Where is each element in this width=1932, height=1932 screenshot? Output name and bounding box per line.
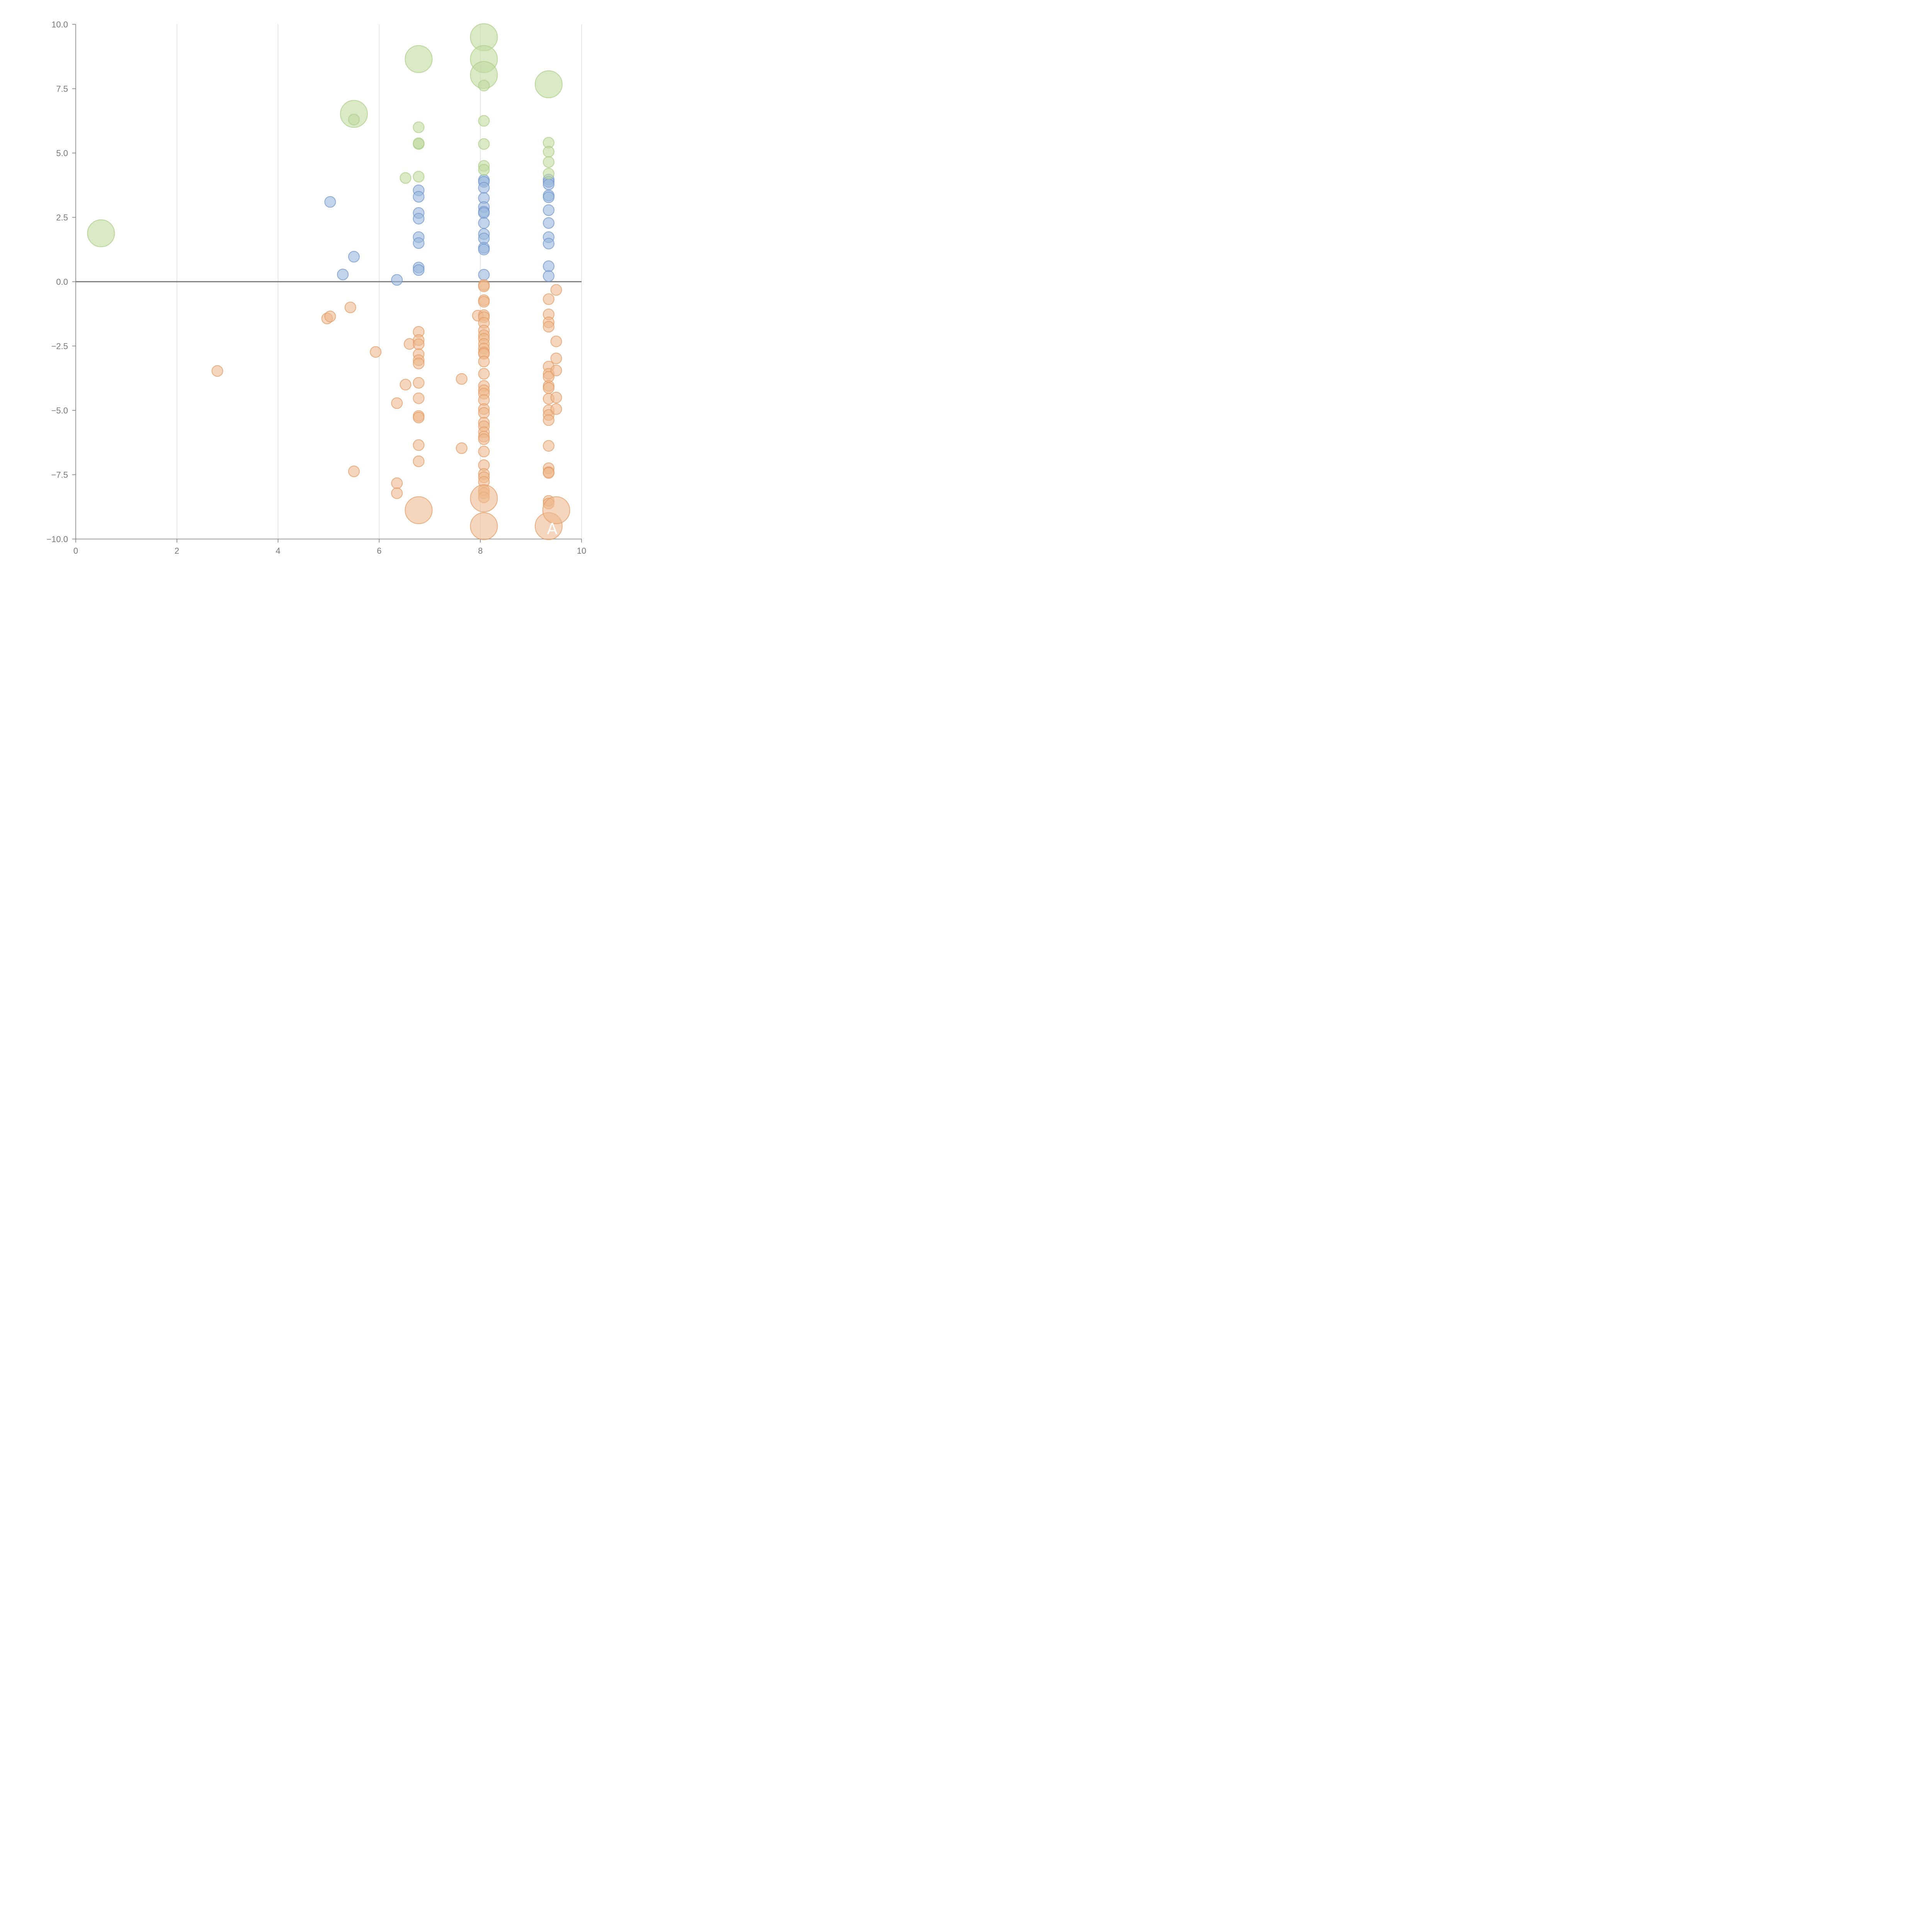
orange-point — [478, 446, 490, 457]
y-tick-label: −5.0 — [51, 406, 68, 415]
blue-point — [478, 269, 490, 281]
orange-point — [413, 392, 425, 404]
orange-point — [413, 439, 425, 451]
x-tick-label: 2 — [175, 546, 179, 556]
orange-point — [478, 368, 490, 380]
orange-point — [391, 477, 403, 489]
green-point — [534, 70, 563, 99]
green-point — [478, 115, 490, 127]
orange-point — [456, 373, 468, 385]
orange-point — [478, 433, 490, 445]
x-tick-label: 0 — [73, 546, 78, 556]
orange-point — [344, 301, 356, 313]
blue-point — [413, 213, 425, 224]
orange-point — [413, 455, 425, 467]
orange-point — [478, 280, 490, 292]
green-point — [478, 138, 490, 150]
green-point — [348, 114, 360, 126]
green-point — [478, 80, 490, 92]
y-axis-ticks: 10.0 7.5 5.0 2.5 0.0 −2.5 −5.0 −7.5 −10.0 — [46, 20, 76, 544]
x-tick-label: 8 — [478, 546, 483, 556]
y-tick-label: 5.0 — [56, 148, 68, 158]
orange-point — [550, 335, 562, 347]
orange-point — [470, 512, 498, 540]
blue-point — [478, 217, 490, 229]
orange-point — [550, 284, 562, 296]
orange-point — [391, 487, 403, 499]
orange-point — [413, 412, 425, 423]
green-point — [400, 172, 412, 184]
y-tick-label: 10.0 — [51, 20, 68, 29]
x-tick-label: 10 — [577, 546, 586, 556]
blue-point — [478, 243, 490, 255]
orange-point — [413, 338, 425, 350]
y-tick-label: 2.5 — [56, 213, 68, 223]
orange-point — [413, 377, 425, 389]
orange-point — [543, 321, 554, 333]
annotations: A — [547, 520, 558, 538]
blue-point — [543, 179, 554, 190]
orange-point — [324, 310, 336, 322]
annotation-label: A — [547, 520, 558, 538]
orange-point — [478, 407, 490, 419]
orange-point — [478, 296, 490, 308]
blue-point — [543, 204, 554, 216]
blue-point — [543, 191, 554, 203]
orange-point — [550, 364, 562, 376]
blue-point — [543, 238, 554, 250]
y-tick-label: −7.5 — [51, 470, 68, 480]
orange-point — [543, 414, 554, 426]
blue-point — [348, 251, 360, 263]
scatter-chart: 0 2 4 6 8 10 10.0 7.5 5.0 2.5 0.0 −2.5 −5.0 −7.5 −10.… — [46, 20, 586, 556]
y-tick-label: 7.5 — [56, 84, 68, 94]
blue-point — [337, 269, 349, 281]
orange-point — [550, 352, 562, 364]
blue-point — [543, 260, 554, 272]
orange-point — [543, 382, 554, 394]
orange-point — [405, 496, 433, 524]
orange-point — [391, 397, 403, 409]
data-points — [87, 23, 570, 540]
axes — [75, 24, 582, 539]
orange-point — [211, 365, 223, 377]
y-tick-label: −10.0 — [46, 534, 68, 544]
orange-point — [550, 403, 562, 415]
green-point — [413, 171, 425, 183]
green-point — [478, 164, 490, 176]
orange-point — [550, 391, 562, 403]
blue-point — [413, 237, 425, 249]
orange-point — [456, 442, 468, 454]
blue-point — [413, 264, 425, 276]
blue-point — [543, 217, 554, 229]
orange-point — [478, 355, 490, 367]
green-point — [413, 137, 425, 149]
orange-point — [542, 496, 570, 524]
green-point — [413, 121, 425, 133]
orange-point — [543, 440, 554, 452]
orange-point — [470, 484, 498, 512]
blue-point — [478, 182, 490, 194]
x-tick-label: 4 — [276, 546, 280, 556]
x-axis-ticks: 0 2 4 6 8 10 — [73, 539, 586, 556]
x-tick-label: 6 — [377, 546, 381, 556]
blue-point — [413, 191, 425, 203]
orange-point — [400, 379, 412, 391]
green-point — [87, 219, 115, 247]
green-point — [405, 45, 433, 73]
orange-point — [370, 346, 382, 358]
blue-point — [324, 196, 336, 208]
green-point — [543, 146, 554, 158]
orange-point — [348, 465, 360, 477]
y-tick-label: −2.5 — [51, 342, 68, 351]
orange-point — [543, 467, 554, 479]
blue-point — [478, 207, 490, 219]
orange-point — [413, 357, 425, 369]
blue-point — [543, 270, 554, 282]
green-point — [543, 156, 554, 168]
blue-point — [391, 274, 403, 286]
orange-point — [543, 293, 554, 305]
green-point — [543, 168, 554, 180]
y-tick-label: 0.0 — [56, 277, 68, 287]
